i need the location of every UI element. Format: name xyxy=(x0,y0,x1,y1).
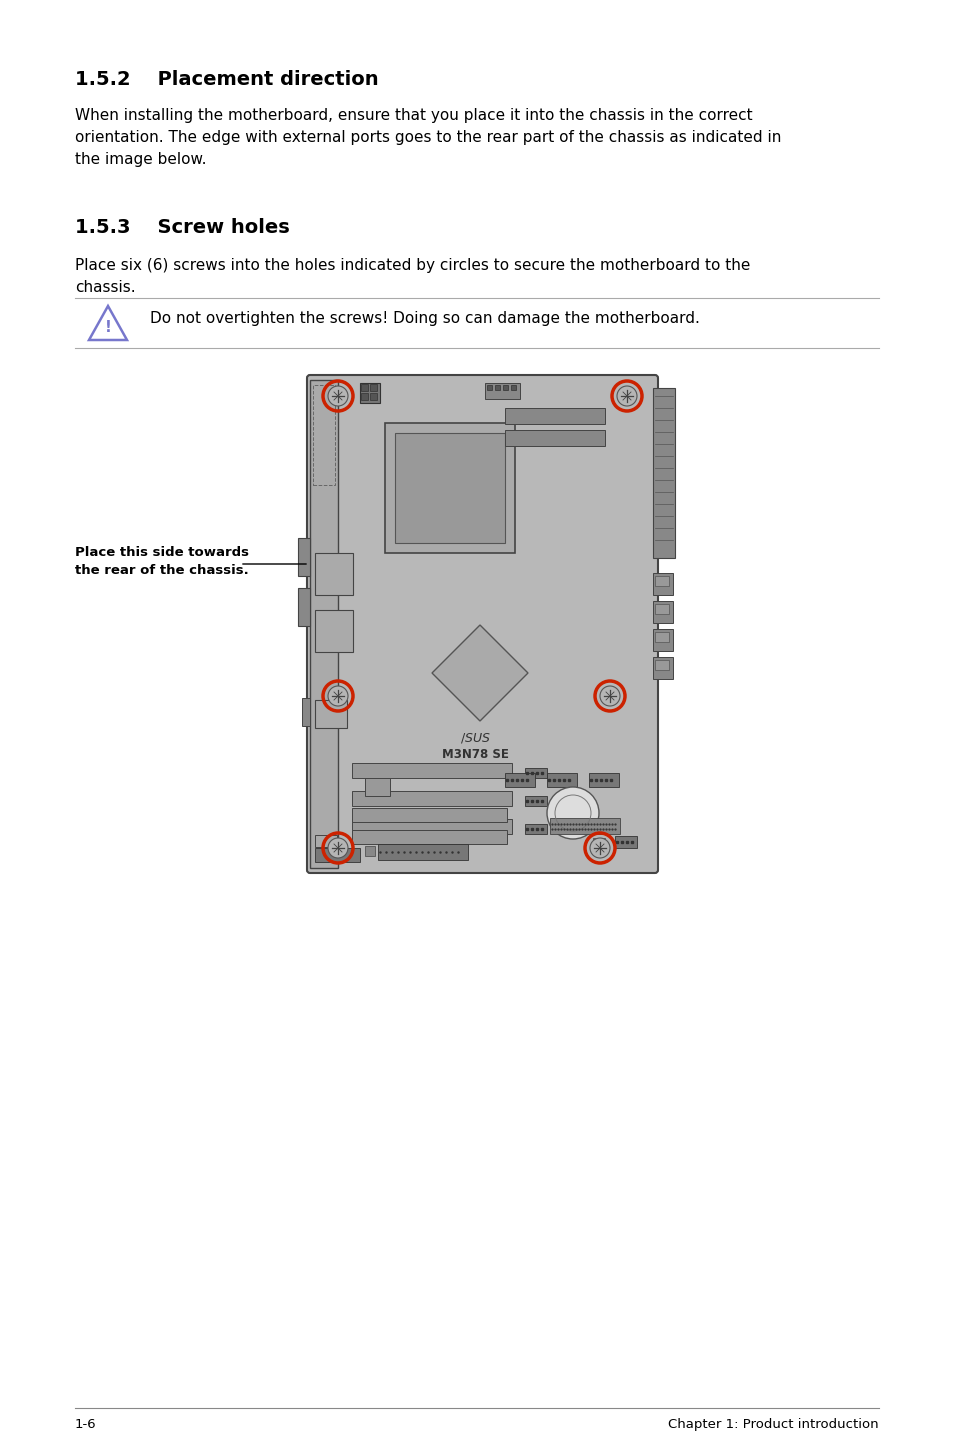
Bar xyxy=(486,385,492,390)
Circle shape xyxy=(599,686,619,706)
Bar xyxy=(550,818,619,834)
Bar xyxy=(302,697,310,726)
Bar xyxy=(504,774,535,787)
Bar xyxy=(495,385,499,390)
Bar xyxy=(546,774,577,787)
Text: When installing the motherboard, ensure that you place it into the chassis in th: When installing the motherboard, ensure … xyxy=(75,108,781,167)
Circle shape xyxy=(328,838,348,858)
Circle shape xyxy=(546,787,598,838)
Text: M3N78 SE: M3N78 SE xyxy=(441,748,508,761)
Text: Chapter 1: Product introduction: Chapter 1: Product introduction xyxy=(668,1418,878,1431)
Bar xyxy=(588,774,618,787)
Bar xyxy=(502,385,507,390)
Bar xyxy=(365,846,375,856)
Bar xyxy=(314,700,347,728)
Bar xyxy=(615,835,637,848)
Bar xyxy=(352,791,512,807)
Bar xyxy=(297,588,310,626)
Bar xyxy=(524,824,546,834)
Circle shape xyxy=(617,385,637,406)
Bar xyxy=(370,393,376,400)
Bar xyxy=(593,838,604,846)
Bar xyxy=(352,764,512,778)
Text: 1.5.2    Placement direction: 1.5.2 Placement direction xyxy=(75,70,378,89)
Bar xyxy=(314,848,359,861)
Bar xyxy=(655,631,668,641)
Bar xyxy=(310,380,337,869)
Bar xyxy=(652,628,672,651)
Circle shape xyxy=(328,385,348,406)
Bar xyxy=(352,830,506,844)
Circle shape xyxy=(589,838,609,858)
Bar xyxy=(313,385,335,485)
Bar xyxy=(652,388,675,558)
Bar xyxy=(511,385,516,390)
Polygon shape xyxy=(432,626,527,720)
Bar xyxy=(655,604,668,614)
FancyBboxPatch shape xyxy=(307,375,658,873)
Text: Place this side towards
the rear of the chassis.: Place this side towards the rear of the … xyxy=(75,546,249,577)
Text: 1-6: 1-6 xyxy=(75,1418,96,1431)
Bar xyxy=(314,610,353,651)
Bar xyxy=(504,408,604,424)
Text: $\it{/SUS}$: $\it{/SUS}$ xyxy=(459,731,490,745)
Bar xyxy=(352,820,512,834)
Bar xyxy=(652,601,672,623)
Bar xyxy=(297,538,310,577)
Bar xyxy=(395,433,504,544)
Bar xyxy=(360,393,368,400)
Text: 1.5.3    Screw holes: 1.5.3 Screw holes xyxy=(75,219,290,237)
Bar xyxy=(314,835,336,847)
Bar xyxy=(385,423,515,554)
Bar xyxy=(524,768,546,778)
Bar xyxy=(360,384,368,391)
Bar xyxy=(314,554,353,595)
Bar xyxy=(365,778,390,797)
Text: !: ! xyxy=(105,321,112,335)
Bar xyxy=(370,384,376,391)
Bar xyxy=(504,430,604,446)
Bar xyxy=(524,797,546,807)
Bar xyxy=(484,383,519,398)
Bar xyxy=(652,657,672,679)
Bar xyxy=(655,577,668,587)
Text: Do not overtighten the screws! Doing so can damage the motherboard.: Do not overtighten the screws! Doing so … xyxy=(150,311,700,326)
Bar xyxy=(652,572,672,595)
Bar xyxy=(359,383,379,403)
Text: Place six (6) screws into the holes indicated by circles to secure the motherboa: Place six (6) screws into the holes indi… xyxy=(75,257,750,295)
Bar xyxy=(377,844,468,860)
Bar xyxy=(655,660,668,670)
Circle shape xyxy=(328,686,348,706)
Bar xyxy=(352,808,506,823)
